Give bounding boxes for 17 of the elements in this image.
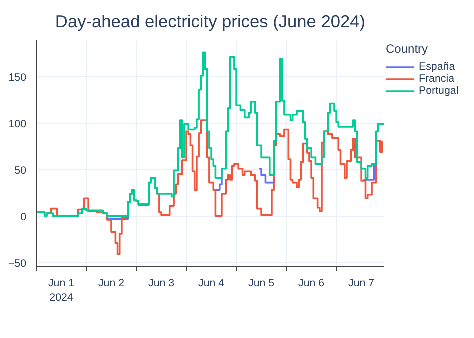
y-tick-label: 0: [20, 211, 27, 224]
x-tick-label: Jun 1 2024: [48, 278, 75, 304]
legend-title: Country: [386, 42, 430, 56]
x-tick-label: Jun 4: [198, 278, 225, 290]
legend-label: Portugal: [419, 85, 459, 97]
x-tick-label: Jun 3: [148, 278, 175, 290]
chart-title: Day-ahead electricity prices (June 2024): [55, 12, 366, 32]
x-tick-label: Jun 5: [248, 278, 275, 290]
legend-label: España: [419, 61, 456, 73]
x-tick-label: Jun 6: [298, 278, 325, 290]
y-tick-label: −50: [8, 258, 27, 270]
x-tick-label: Jun 7: [348, 278, 375, 290]
x-tick-label: Jun 2: [98, 278, 125, 290]
y-tick-label: 50: [14, 164, 27, 177]
legend-label: Francia: [419, 73, 455, 85]
y-tick-label: 150: [8, 72, 27, 84]
y-tick-label: 100: [8, 118, 27, 130]
